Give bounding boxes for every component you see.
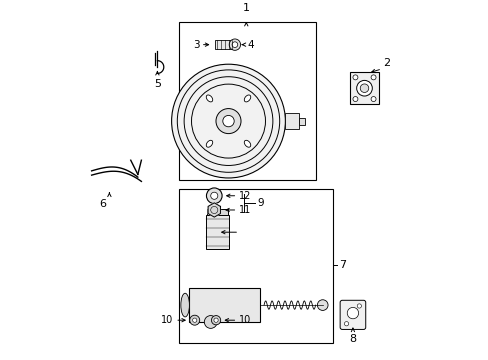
Circle shape [356, 80, 371, 96]
Circle shape [346, 307, 358, 319]
Bar [215, 40, 234, 49]
Circle shape [204, 316, 217, 328]
Circle shape [192, 318, 197, 322]
Circle shape [171, 64, 285, 178]
Circle shape [216, 109, 241, 134]
Bar [189, 288, 260, 322]
Text: 5: 5 [154, 80, 161, 90]
Circle shape [210, 192, 217, 199]
Text: 9: 9 [256, 198, 263, 208]
Circle shape [232, 42, 237, 48]
Circle shape [370, 75, 375, 80]
Circle shape [189, 315, 199, 325]
Circle shape [213, 318, 218, 322]
Circle shape [356, 304, 361, 308]
Bar [285, 113, 298, 129]
Bar [207, 209, 228, 215]
FancyBboxPatch shape [340, 300, 365, 329]
Text: 4: 4 [247, 40, 253, 50]
Ellipse shape [206, 140, 212, 147]
Polygon shape [208, 203, 220, 217]
Ellipse shape [244, 95, 250, 102]
Bar [178, 22, 315, 180]
Ellipse shape [206, 95, 212, 102]
Circle shape [317, 300, 327, 310]
Circle shape [206, 188, 222, 203]
Text: 6: 6 [99, 199, 105, 209]
Text: 12: 12 [239, 191, 251, 201]
Text: 11: 11 [239, 205, 251, 215]
FancyBboxPatch shape [349, 72, 378, 104]
Ellipse shape [244, 140, 250, 147]
Ellipse shape [181, 293, 189, 317]
Text: 8: 8 [348, 334, 356, 344]
Bar [206, 215, 229, 249]
Bar [178, 189, 333, 343]
Circle shape [211, 316, 220, 325]
Text: 10: 10 [161, 315, 173, 325]
Circle shape [352, 96, 357, 102]
Circle shape [229, 39, 240, 50]
Circle shape [370, 96, 375, 102]
Circle shape [223, 116, 234, 127]
Text: 3: 3 [193, 40, 199, 50]
Circle shape [352, 75, 357, 80]
Bar [298, 117, 305, 125]
Circle shape [344, 321, 348, 326]
Text: 7: 7 [338, 260, 345, 270]
Text: 2: 2 [383, 58, 389, 68]
Text: 10: 10 [239, 315, 251, 325]
Circle shape [360, 84, 368, 93]
Text: 1: 1 [242, 3, 249, 13]
